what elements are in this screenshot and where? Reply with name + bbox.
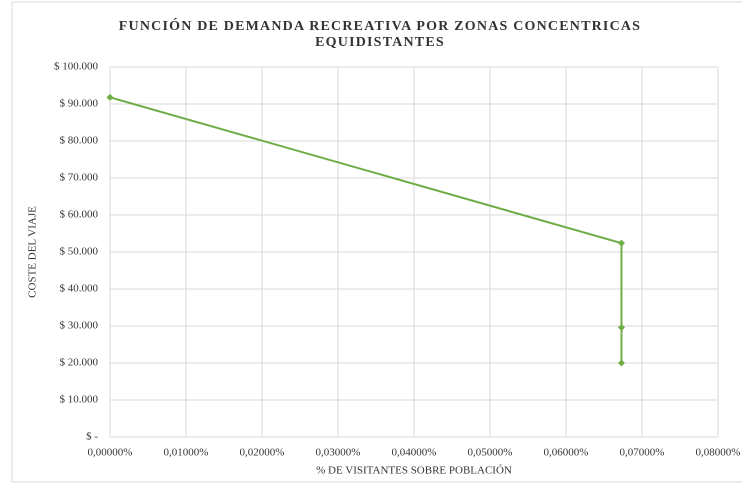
y-tick-label: $ 90.000 <box>60 98 99 110</box>
chart-title: FUNCIÓN DE DEMANDA RECREATIVA POR ZONAS … <box>118 19 642 50</box>
x-tick-label: 0,03000% <box>316 447 361 459</box>
y-tick-label: $ 50.000 <box>60 246 99 258</box>
y-tick-label: $ 60.000 <box>60 209 99 221</box>
x-tick-label: 0,08000% <box>696 447 741 459</box>
x-tick-label: 0,07000% <box>620 447 665 459</box>
y-tick-label: $ 40.000 <box>60 283 99 295</box>
x-tick-label: 0,05000% <box>468 447 513 459</box>
y-tick-label: $ 70.000 <box>60 172 99 184</box>
x-axis-label: % DE VISITANTES SOBRE POBLACIÓN <box>316 465 512 477</box>
point-marker <box>106 93 114 101</box>
point-marker <box>617 359 625 367</box>
y-tick-label: $ - <box>86 431 98 443</box>
point-marker <box>617 239 625 247</box>
y-tick-label: $ 10.000 <box>60 394 99 406</box>
x-tick-label: 0,00000% <box>88 447 133 459</box>
x-tick-label: 0,01000% <box>164 447 209 459</box>
y-axis-label: COSTE DEL VIAJE <box>27 206 39 298</box>
chart-frame <box>11 1 742 483</box>
x-tick-label: 0,04000% <box>392 447 437 459</box>
x-tick-label: 0,02000% <box>240 447 285 459</box>
y-tick-label: $ 30.000 <box>60 320 99 332</box>
point-marker <box>617 323 625 331</box>
series-line <box>109 96 623 363</box>
y-tick-label: $ 80.000 <box>60 135 99 147</box>
y-tick-label: $ 100.000 <box>54 61 99 73</box>
y-tick-label: $ 20.000 <box>60 357 99 369</box>
x-tick-label: 0,06000% <box>544 447 589 459</box>
